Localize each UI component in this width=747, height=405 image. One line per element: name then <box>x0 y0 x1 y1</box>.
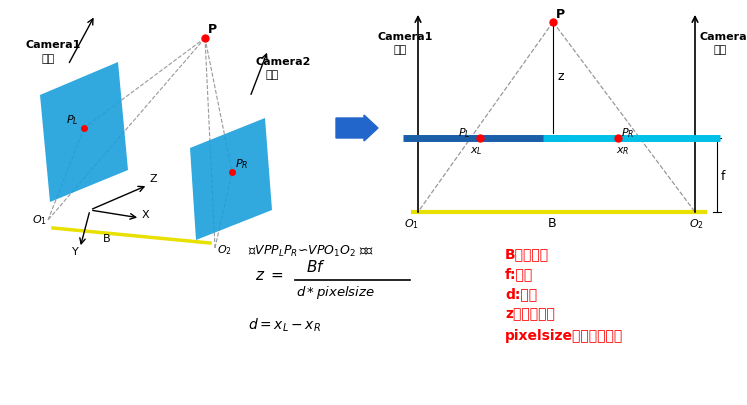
Text: Y: Y <box>72 247 78 257</box>
Text: $O_1$: $O_1$ <box>32 213 47 227</box>
Text: z：深度距离: z：深度距离 <box>505 307 555 321</box>
Text: B: B <box>103 234 111 244</box>
Text: 光轴: 光轴 <box>393 45 406 55</box>
Text: Camera1: Camera1 <box>25 40 81 50</box>
Text: Camera1: Camera1 <box>378 32 433 42</box>
Text: $O_2$: $O_2$ <box>217 243 232 257</box>
Text: B: B <box>548 217 557 230</box>
Text: 光轴: 光轴 <box>42 54 55 64</box>
Text: $x_R$: $x_R$ <box>616 145 630 157</box>
Text: $P_L$: $P_L$ <box>66 113 78 127</box>
Text: P: P <box>208 23 217 36</box>
Text: Z: Z <box>150 174 158 184</box>
Text: d:视差: d:视差 <box>505 287 537 301</box>
Text: $z\ =\ $: $z\ =\ $ <box>255 268 284 283</box>
Text: $O_1$: $O_1$ <box>404 217 419 231</box>
Text: X: X <box>142 210 149 220</box>
Text: B：基线长: B：基线长 <box>505 247 549 261</box>
Polygon shape <box>190 118 272 240</box>
Text: f: f <box>721 170 725 183</box>
Text: $P_L$: $P_L$ <box>458 126 471 140</box>
Text: Camera2: Camera2 <box>255 57 310 67</box>
Text: pixelsize：像素的尺寸: pixelsize：像素的尺寸 <box>505 329 623 343</box>
Text: $O_2$: $O_2$ <box>689 217 704 231</box>
Text: 光轴: 光轴 <box>713 45 726 55</box>
Text: Camera2: Camera2 <box>700 32 747 42</box>
Text: f:焦距: f:焦距 <box>505 267 533 281</box>
Text: $d=x_L-x_R$: $d=x_L-x_R$ <box>248 317 321 335</box>
FancyArrow shape <box>336 115 378 141</box>
Text: 由$VPP_LP_R$∽$VPO_1O_2$ 得：: 由$VPP_LP_R$∽$VPO_1O_2$ 得： <box>248 244 374 259</box>
Text: $d*pixelsize$: $d*pixelsize$ <box>296 284 375 301</box>
Polygon shape <box>40 62 128 202</box>
Text: $P_R$: $P_R$ <box>235 157 248 171</box>
Text: P: P <box>556 8 565 21</box>
Text: z: z <box>557 70 563 83</box>
Text: $x_L$: $x_L$ <box>470 145 483 157</box>
Text: $Bf$: $Bf$ <box>306 259 326 275</box>
Text: 光轴: 光轴 <box>265 70 278 80</box>
Text: $P_R$: $P_R$ <box>621 126 634 140</box>
